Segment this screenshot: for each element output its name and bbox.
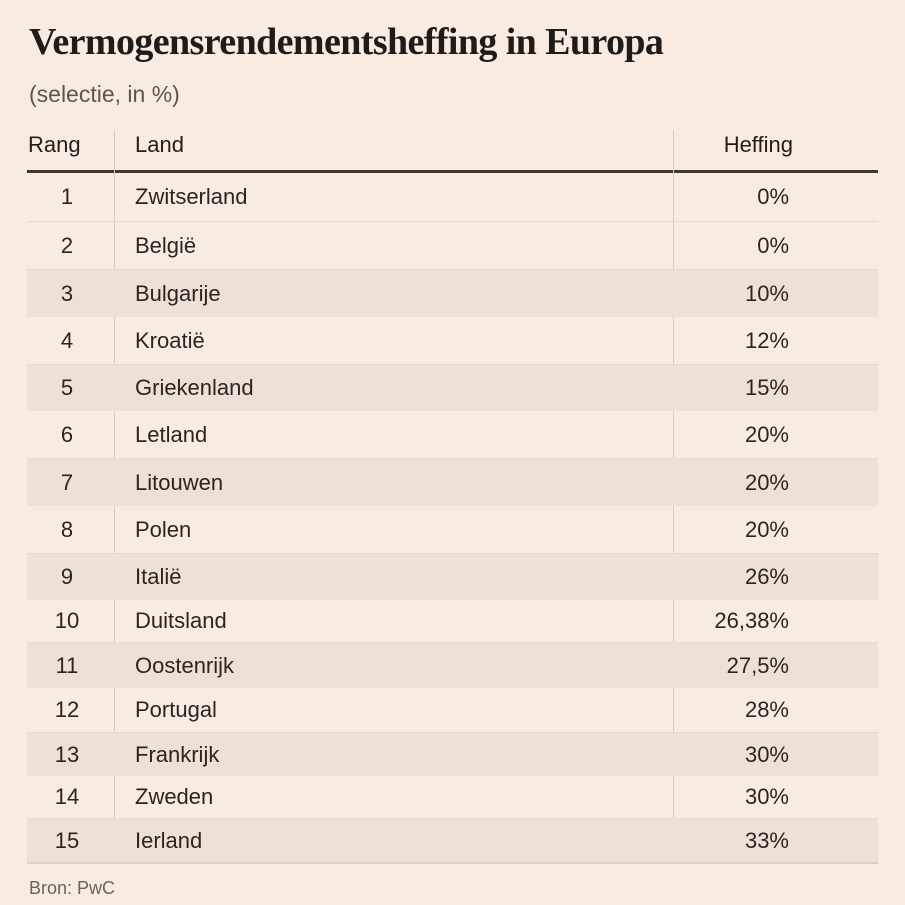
table-row: 1 Zwitserland 0% xyxy=(27,173,878,222)
table-row: 10 Duitsland 26,38% xyxy=(27,600,878,643)
levy-cell: 12% xyxy=(744,327,789,353)
country-cell: Griekenland xyxy=(135,375,254,400)
table-row: 9 Italië 26% xyxy=(27,554,878,600)
rank-cell: 11 xyxy=(55,652,79,678)
country-cell: Litouwen xyxy=(135,469,224,495)
country-cell: Ierland xyxy=(135,827,203,853)
header-rule xyxy=(27,170,878,173)
table-row: 15 Ierland 33% xyxy=(27,819,878,864)
subtitle: (selectie, in %) xyxy=(29,81,180,107)
country-cell: België xyxy=(135,232,197,258)
levy-cell: 33% xyxy=(744,827,789,853)
country-cell: Polen xyxy=(135,516,192,542)
levy-cell: 20% xyxy=(744,516,789,542)
levy-cell: 26% xyxy=(744,564,789,589)
rank-cell: 10 xyxy=(54,608,80,633)
header-rank: Rang xyxy=(28,132,81,157)
rank-cell: 7 xyxy=(60,469,74,495)
header-country: Land xyxy=(135,132,184,157)
rank-cell: 1 xyxy=(60,184,74,209)
country-cell: Frankrijk xyxy=(135,741,220,767)
rank-cell: 3 xyxy=(60,280,74,306)
country-cell: Zwitserland xyxy=(135,184,248,209)
rank-cell: 9 xyxy=(60,564,74,589)
rank-cell: 6 xyxy=(60,421,74,447)
levy-cell: 27,5% xyxy=(726,652,789,678)
rank-cell: 13 xyxy=(54,741,80,767)
table-row: 14 Zweden 30% xyxy=(27,776,878,819)
table-row: 2 België 0% xyxy=(27,222,878,270)
country-cell: Oostenrijk xyxy=(135,652,235,678)
table-row: 13 Frankrijk 30% xyxy=(27,733,878,776)
country-cell: Portugal xyxy=(135,697,217,722)
table-row: 3 Bulgarije 10% xyxy=(27,270,878,317)
levy-cell: 10% xyxy=(744,280,789,306)
rank-cell: 5 xyxy=(60,375,74,400)
country-cell: Zweden xyxy=(135,784,214,809)
table-body: 1 Zwitserland 0% 2 België 0% 3 Bulgarije 10% 4 Kro… xyxy=(27,173,878,864)
country-cell: Duitsland xyxy=(135,608,227,633)
levy-cell: 20% xyxy=(744,421,789,447)
table-row: 5 Griekenland 15% xyxy=(27,365,878,411)
levy-cell: 0% xyxy=(757,232,789,258)
levy-cell: 30% xyxy=(744,784,789,809)
country-cell: Bulgarije xyxy=(135,280,221,306)
source-note: Bron: PwC xyxy=(29,878,116,898)
country-cell: Italië xyxy=(135,564,182,589)
rank-cell: 14 xyxy=(54,784,80,809)
table-row: 8 Polen 20% xyxy=(27,506,878,554)
ranking-table: Rang Land Heffing 1 Zwitserland 0% 2 België 0… xyxy=(27,130,878,864)
table-row: 4 Kroatië 12% xyxy=(27,317,878,365)
country-cell: Kroatië xyxy=(135,327,205,353)
rank-cell: 4 xyxy=(60,327,74,353)
page-title: Vermogensrendementsheffing in Europa xyxy=(29,21,664,63)
levy-cell: 20% xyxy=(744,469,789,495)
table-header: Rang Land Heffing xyxy=(27,130,878,170)
rank-cell: 2 xyxy=(60,232,74,258)
rank-cell: 15 xyxy=(54,827,80,853)
levy-cell: 26,38% xyxy=(714,608,789,633)
rank-cell: 8 xyxy=(60,516,74,542)
levy-cell: 15% xyxy=(744,375,789,400)
levy-cell: 30% xyxy=(744,741,789,767)
table-row: 12 Portugal 28% xyxy=(27,688,878,733)
country-cell: Letland xyxy=(135,421,208,447)
levy-cell: 28% xyxy=(744,697,789,722)
table-row: 6 Letland 20% xyxy=(27,411,878,459)
table-row: 11 Oostenrijk 27,5% xyxy=(27,643,878,688)
table-row: 7 Litouwen 20% xyxy=(27,459,878,506)
rank-cell: 12 xyxy=(54,697,80,722)
levy-cell: 0% xyxy=(757,184,789,209)
header-levy: Heffing xyxy=(723,132,793,157)
